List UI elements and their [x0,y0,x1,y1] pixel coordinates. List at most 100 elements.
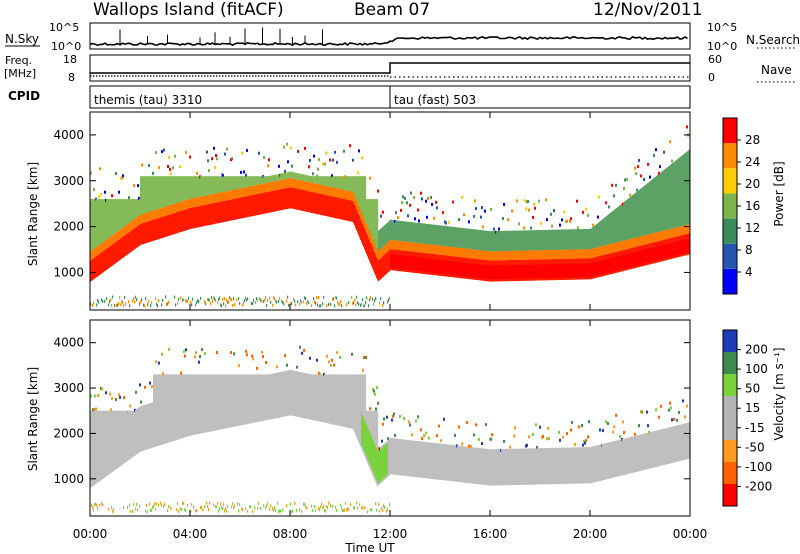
velocity-echo [394,438,396,475]
power-echo-weak [443,225,445,246]
velocity-echo [402,439,404,476]
power-echo-strong [134,228,136,250]
velocity-echo [184,374,186,438]
power-echo-strong [312,192,314,214]
velocity-echo [257,374,259,422]
power-echo-core [472,263,474,278]
power-clutter [209,299,211,303]
power-echo-medium [385,244,387,254]
power-echo-core [620,255,622,270]
velocity-clutter [286,504,288,508]
power-echo-weak [94,199,96,249]
velocity-colorbar-segment [723,374,737,396]
velocity-echo [237,374,239,427]
power-echo-core [588,263,590,278]
power-echo-strong [157,218,159,240]
power-echo-core [488,265,490,280]
velocity-echo [90,410,92,488]
power-clutter [264,298,266,302]
velocity-echo [498,449,500,486]
power-speckle [605,201,607,205]
velocity-echo [264,374,266,421]
power-echo-medium [278,180,280,190]
power-echo-medium [150,211,152,221]
power-echo-weak [155,176,157,210]
velocity-clutter [269,507,271,511]
velocity-echo [429,442,431,479]
velocity-clutter [292,509,294,513]
power-echo-medium [426,244,428,254]
time-axis: 00:00 04:00 08:00 12:00 16:00 20:00 00:00 [73,112,707,541]
velocity-speckle [93,408,95,412]
power-echo-medium [100,244,102,254]
power-echo-weak [156,176,158,210]
velocity-echo [362,374,364,452]
power-echo-strong [149,220,151,242]
power-echo-weak [149,176,151,212]
velocity-clutter [135,507,137,511]
power-echo-medium [157,209,159,219]
power-echo-weak [133,199,135,220]
power-echo-core [589,263,591,278]
power-echo-weak [685,152,687,226]
power-echo-medium [204,195,206,205]
power-echo-weak [469,228,471,249]
power-echo-medium [583,249,585,259]
power-echo-core [431,258,433,273]
power-echo-core [688,238,690,253]
power-speckle [507,218,509,222]
velocity-speckle [440,439,442,443]
power-echo-weak [524,230,526,251]
power-echo-medium [295,179,297,189]
power-echo-weak [459,227,461,248]
power-echo-weak [280,173,282,180]
power-echo-core [429,258,431,273]
power-echo-core [506,265,508,279]
power-clutter [308,301,310,305]
velocity-echo [452,445,454,482]
power-echo-medium [516,250,518,260]
power-echo-medium [375,245,377,255]
velocity-echo [396,438,398,475]
power-echo-weak [439,225,441,246]
power-echo-strong [105,249,107,271]
power-echo-medium [452,247,454,257]
velocity-echo [299,371,301,418]
power-echo-weak [292,172,294,179]
power-clutter [238,297,240,301]
velocity-clutter [291,510,293,514]
power-echo-weak [616,208,618,243]
velocity-clutter [386,509,388,513]
velocity-speckle [301,351,303,355]
power-echo-weak [202,176,204,197]
power-echo-medium [458,247,460,257]
power-clutter [110,298,112,302]
power-echo-core [406,255,408,270]
velocity-clutter [321,502,323,506]
velocity-speckle [682,399,684,403]
velocity-echo [644,433,646,470]
power-clutter [346,303,348,307]
power-echo-weak [625,200,627,241]
power-echo-medium [293,178,295,188]
power-echo-core [521,264,523,279]
power-echo-medium [380,249,382,259]
power-echo-medium [371,235,373,245]
power-echo-strong [216,202,218,224]
power-clutter [139,302,141,306]
velocity-clutter [99,503,101,507]
power-clutter [333,297,335,301]
power-echo-medium [242,187,244,198]
power-clutter [360,303,362,307]
power-echo-weak [413,222,415,243]
power-clutter [196,301,198,305]
velocity-echo [437,443,439,480]
velocity-speckle [180,371,182,375]
velocity-echo [479,448,481,485]
velocity-echo [522,448,524,485]
velocity-speckle [204,352,206,356]
power-echo-strong [140,223,142,245]
power-echo-strong [236,198,238,220]
power-echo-weak [277,174,279,181]
nsky-noise-line [89,35,688,47]
